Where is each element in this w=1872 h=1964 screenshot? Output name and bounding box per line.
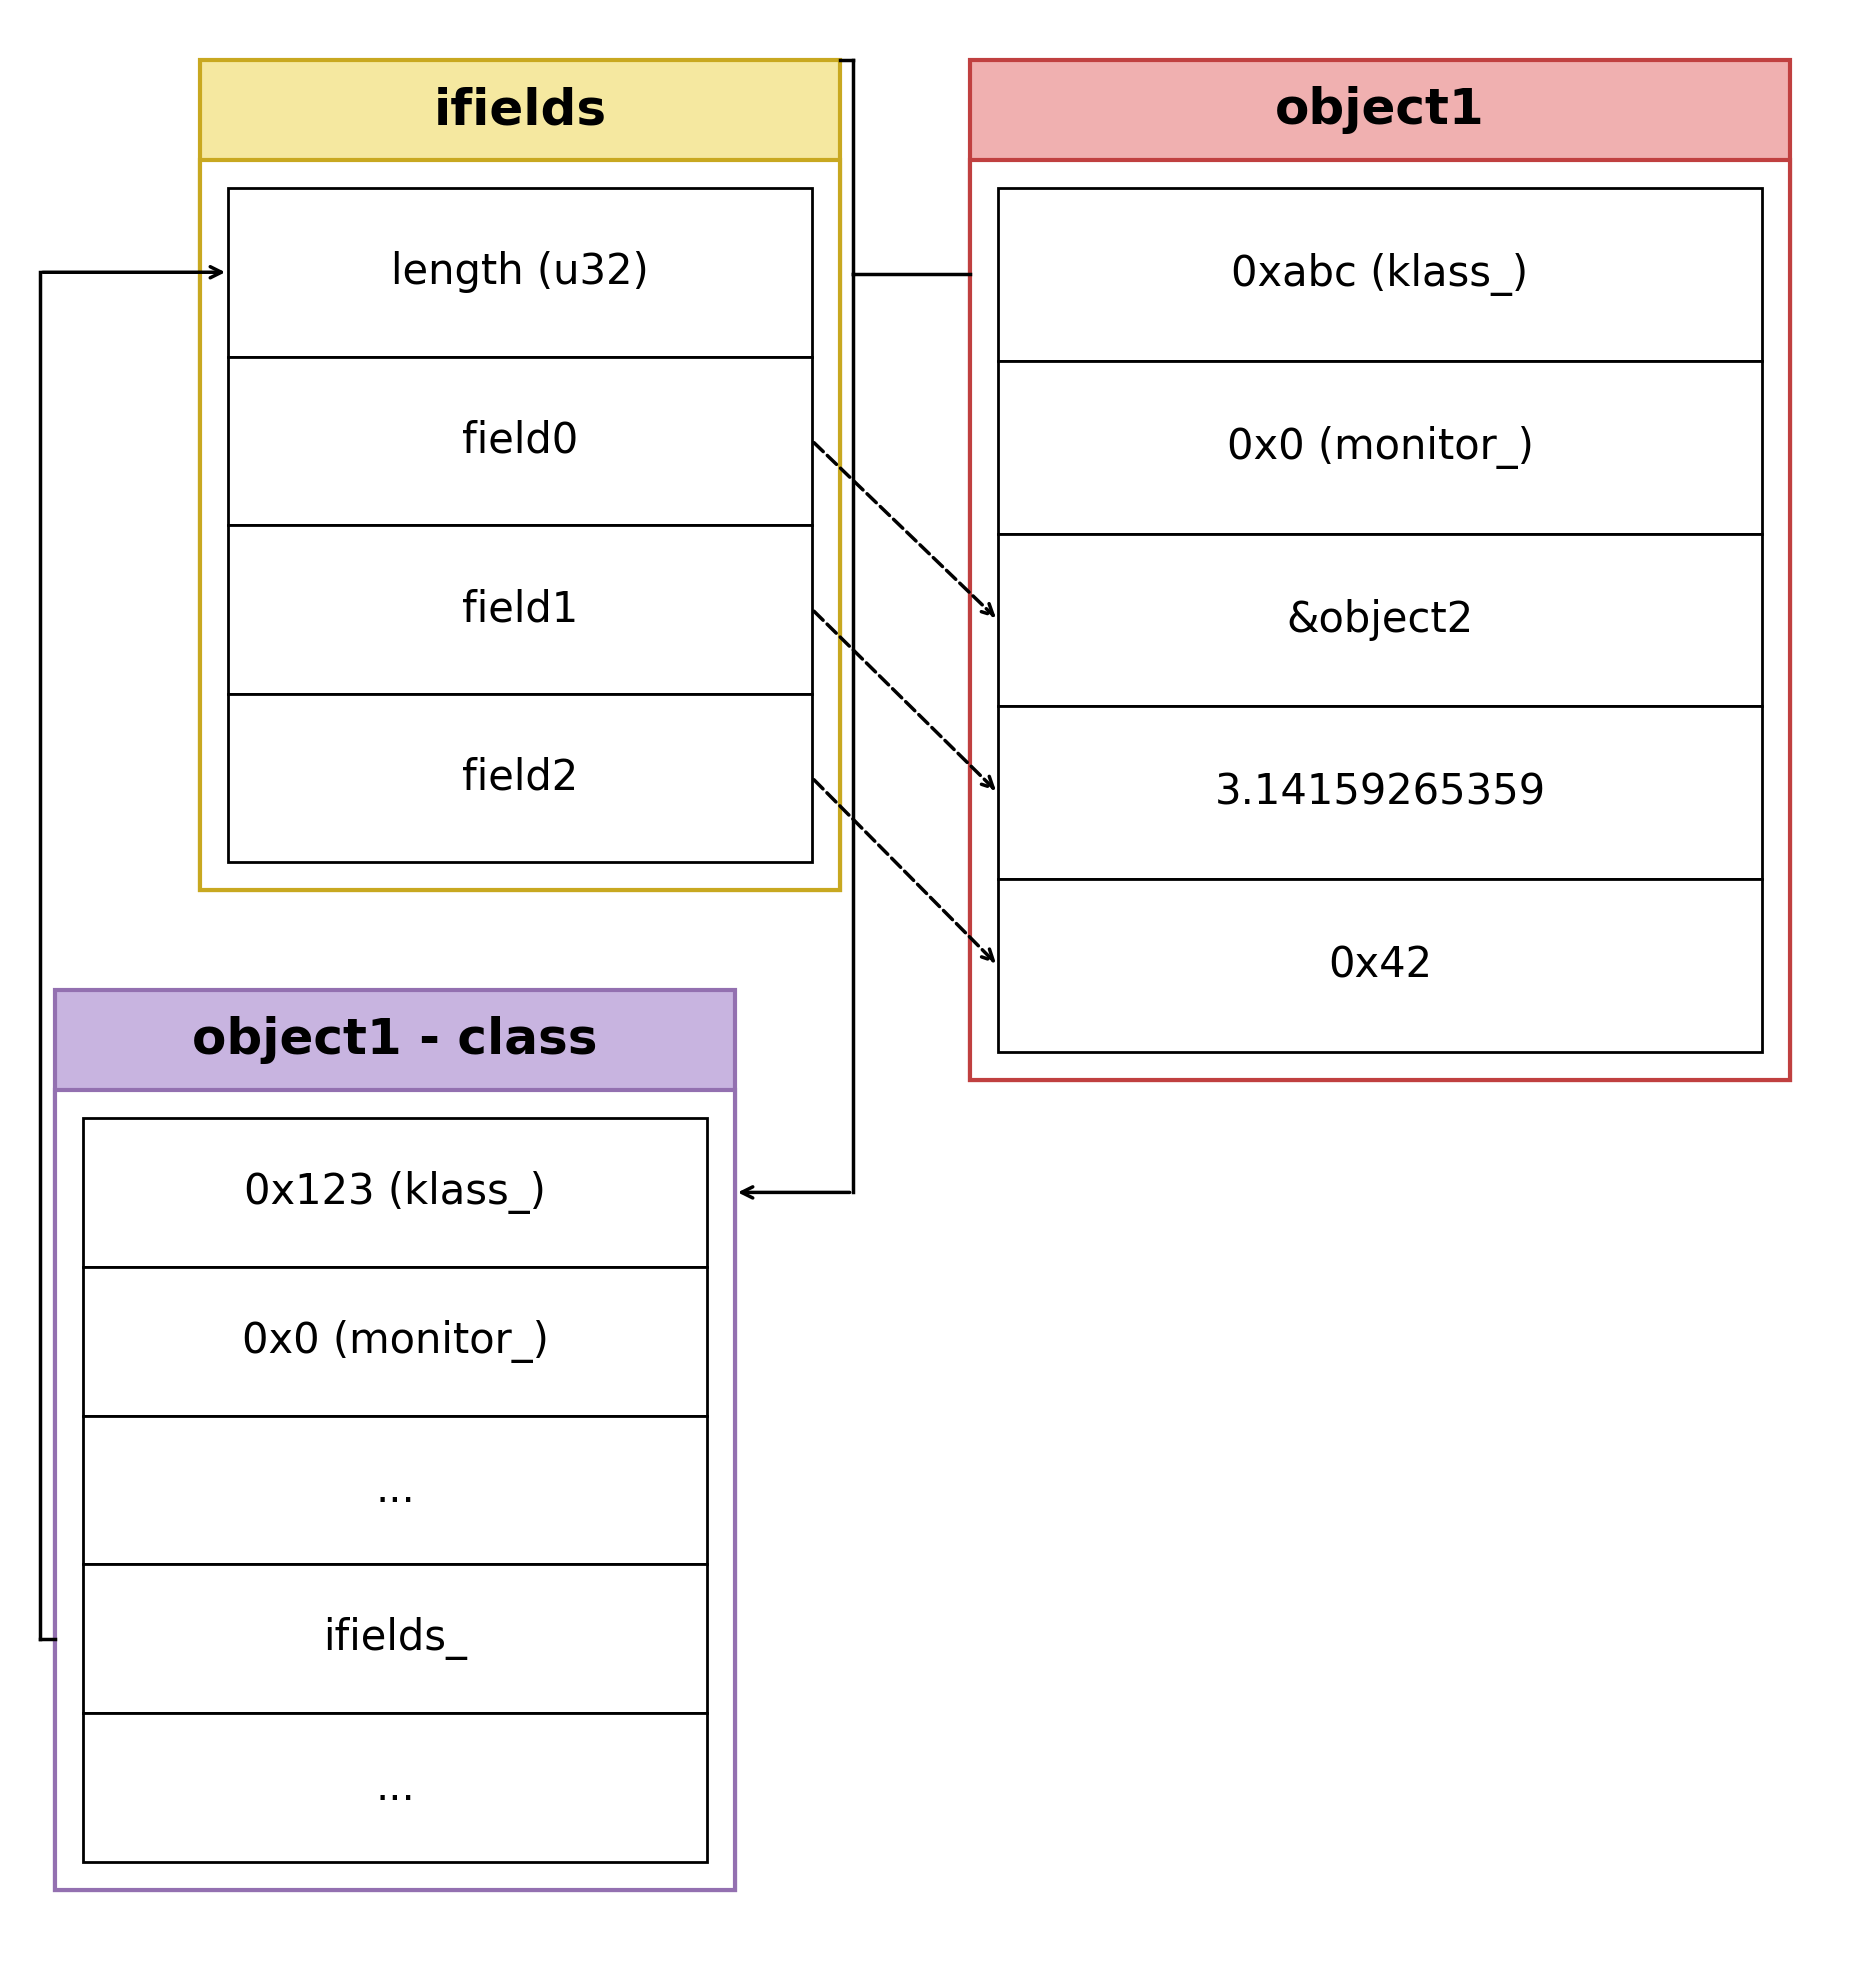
Text: 0x123 (klass_): 0x123 (klass_): [243, 1171, 547, 1214]
Text: 0x42: 0x42: [1327, 945, 1432, 986]
Text: field1: field1: [462, 589, 578, 630]
Bar: [200, 61, 841, 890]
Text: 0xabc (klass_): 0xabc (klass_): [1232, 253, 1529, 297]
Bar: [228, 357, 812, 524]
Bar: [998, 707, 1762, 880]
Text: 0x0 (monitor_): 0x0 (monitor_): [241, 1320, 548, 1363]
Bar: [970, 159, 1790, 1080]
Bar: [970, 61, 1790, 1080]
Text: ifields: ifields: [434, 86, 607, 134]
Bar: [228, 693, 812, 862]
Text: object1 - class: object1 - class: [193, 1015, 597, 1064]
Bar: [82, 1118, 708, 1267]
Text: field2: field2: [462, 756, 578, 799]
Bar: [228, 524, 812, 693]
Bar: [998, 189, 1762, 361]
Bar: [200, 159, 841, 890]
Text: field0: field0: [462, 420, 578, 462]
Bar: [82, 1267, 708, 1416]
Text: ...: ...: [374, 1469, 416, 1510]
Bar: [228, 189, 812, 357]
Bar: [998, 534, 1762, 707]
Text: ...: ...: [374, 1766, 416, 1809]
Text: object1: object1: [1275, 86, 1484, 134]
Bar: [82, 1713, 708, 1862]
Text: length (u32): length (u32): [391, 251, 650, 293]
Bar: [998, 361, 1762, 534]
Bar: [998, 880, 1762, 1053]
Text: 3.14159265359: 3.14159265359: [1215, 772, 1546, 813]
Text: &object2: &object2: [1286, 599, 1473, 640]
Bar: [82, 1416, 708, 1565]
Text: 0x0 (monitor_): 0x0 (monitor_): [1226, 426, 1533, 469]
Bar: [54, 1090, 736, 1889]
Bar: [82, 1565, 708, 1713]
Text: ifields_: ifields_: [324, 1616, 466, 1660]
Bar: [54, 990, 736, 1889]
